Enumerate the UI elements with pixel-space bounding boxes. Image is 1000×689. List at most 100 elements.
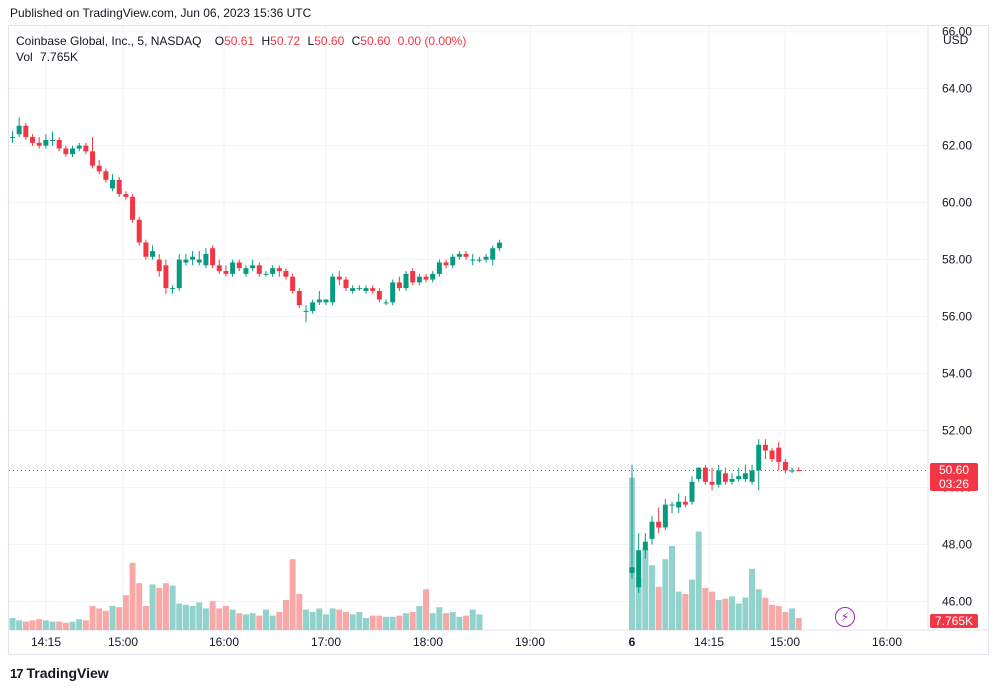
volume-bar xyxy=(782,612,789,630)
volume-bar xyxy=(389,616,396,630)
volume-bar xyxy=(229,609,236,630)
candle-body xyxy=(50,139,56,141)
volume-label: Vol xyxy=(16,50,33,64)
lightning-icon[interactable]: ⚡ xyxy=(835,607,855,627)
volume-bar xyxy=(449,612,456,630)
volume-bar xyxy=(789,608,796,630)
volume-bar xyxy=(356,612,363,630)
candle-body xyxy=(183,259,189,263)
volume-bar xyxy=(276,612,283,630)
candle-body xyxy=(56,139,62,149)
volume-bar xyxy=(256,615,263,630)
volume-bar xyxy=(742,597,749,630)
time-tick-label: 19:00 xyxy=(515,635,545,649)
volume-bar xyxy=(102,610,109,630)
candle-body xyxy=(103,171,109,180)
candle-body xyxy=(70,148,76,155)
candle-body xyxy=(16,125,22,135)
volume-bar xyxy=(642,548,649,630)
candle-body xyxy=(96,165,102,172)
candle-body xyxy=(416,276,422,283)
volume-bar xyxy=(469,609,476,630)
volume-bar xyxy=(49,621,56,630)
candle-body xyxy=(23,125,29,138)
candle-body xyxy=(170,288,176,290)
volume-bar xyxy=(795,618,802,630)
volume-bar xyxy=(176,603,183,630)
time-tick-label: 6 xyxy=(629,635,636,649)
candle-body xyxy=(256,265,262,274)
candle-body xyxy=(776,447,782,462)
volume-bar xyxy=(69,621,76,630)
volume-bar xyxy=(349,614,356,630)
candle-body xyxy=(376,290,382,300)
high-value: 50.72 xyxy=(270,34,301,48)
candle-body xyxy=(36,142,42,146)
volume-bar xyxy=(76,619,83,630)
candle-body xyxy=(83,145,89,152)
volume-bar xyxy=(649,565,656,630)
volume-bar xyxy=(236,613,243,630)
candle-body xyxy=(383,302,389,304)
chart-legend: Coinbase Global, Inc., 5, NASDAQ O50.61 … xyxy=(16,33,470,49)
volume-bar xyxy=(695,531,702,630)
candle-body xyxy=(496,242,502,249)
candle-body xyxy=(749,470,755,482)
volume-bar xyxy=(242,614,249,630)
candle-body xyxy=(636,550,642,588)
time-tick-label: 18:00 xyxy=(413,635,443,649)
volume-bar xyxy=(436,607,443,630)
volume-bar xyxy=(196,602,203,630)
candle-body xyxy=(190,256,196,260)
volume-bars xyxy=(9,477,802,630)
candle-body xyxy=(689,481,695,502)
candle-body xyxy=(330,276,336,303)
volume-bar xyxy=(42,620,49,630)
candle-body xyxy=(303,310,309,312)
candle-body xyxy=(230,262,236,274)
volume-bar xyxy=(476,614,483,630)
volume-bar xyxy=(662,559,669,630)
candle-body xyxy=(669,504,675,506)
volume-bar xyxy=(423,589,430,630)
volume-bar xyxy=(269,615,276,630)
candle-body xyxy=(123,194,129,197)
time-tick-label: 14:15 xyxy=(31,635,61,649)
candle-body xyxy=(223,271,229,274)
candle-body xyxy=(316,299,322,303)
candle-body xyxy=(782,461,788,471)
volume-bar xyxy=(22,621,29,630)
time-tick-label: 14:15 xyxy=(694,635,724,649)
last-price-value: 50.60 xyxy=(938,463,970,478)
volume-bar xyxy=(669,546,676,630)
open-label: O xyxy=(214,34,225,48)
candle-body xyxy=(250,265,256,269)
volume-bar xyxy=(316,608,323,630)
volume-bar xyxy=(769,604,776,630)
candle-body xyxy=(283,271,289,277)
candle-body xyxy=(423,276,429,280)
volume-bar xyxy=(775,606,782,630)
chart-frame[interactable] xyxy=(8,25,989,655)
volume-bar xyxy=(403,613,410,630)
candle-body xyxy=(403,273,409,289)
price-tick-label: 58.00 xyxy=(942,253,972,267)
volume-bar xyxy=(169,585,176,630)
published-caption: Published on TradingView.com, Jun 06, 20… xyxy=(10,6,312,20)
candle-body xyxy=(270,268,276,274)
candle-body xyxy=(203,253,209,266)
candle-body xyxy=(742,473,748,479)
candle-body xyxy=(370,288,376,291)
price-tick-label: 64.00 xyxy=(942,82,972,96)
candle-body xyxy=(396,282,402,289)
candle-body xyxy=(450,256,456,266)
candle-body xyxy=(343,279,349,289)
candle-body xyxy=(390,282,396,303)
candle-body xyxy=(649,521,655,539)
volume-bar xyxy=(182,604,189,630)
candle-body xyxy=(676,501,682,508)
candle-body xyxy=(290,276,296,291)
currency-label[interactable]: USD xyxy=(943,33,969,47)
candle-body xyxy=(310,302,316,311)
